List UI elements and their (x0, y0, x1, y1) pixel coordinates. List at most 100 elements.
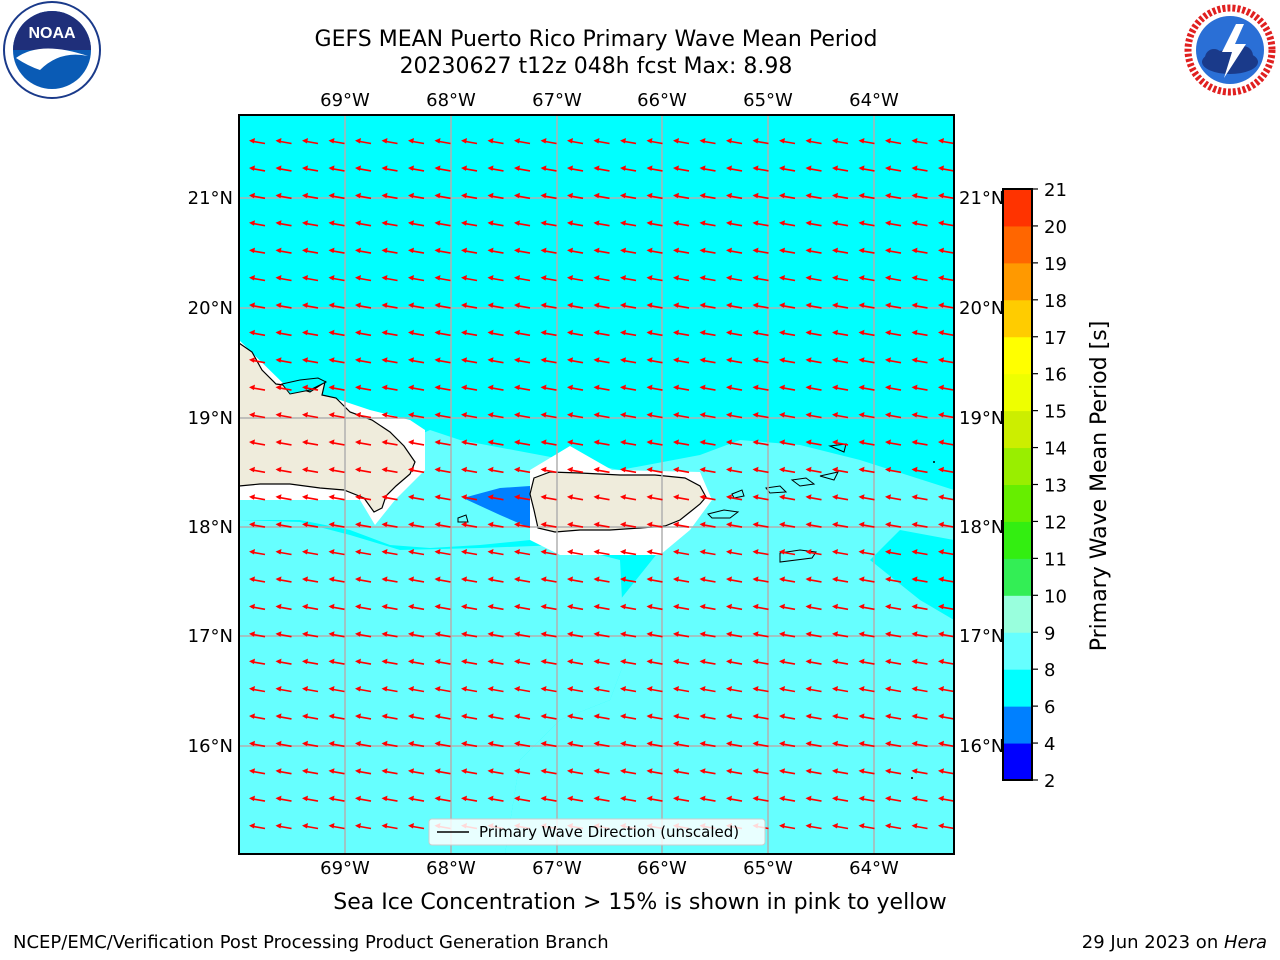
wave-arrow (832, 192, 849, 200)
wave-arrow (805, 466, 822, 474)
wave-arrow (858, 713, 875, 720)
wave-arrow (752, 466, 769, 474)
wave-arrow (408, 795, 425, 802)
wave-arrow (726, 165, 743, 172)
wave-arrow (593, 494, 610, 501)
wave-arrow (858, 686, 875, 693)
wave-arrow (832, 275, 849, 282)
wave-arrow (805, 412, 822, 419)
wave-arrow (646, 603, 663, 611)
wave-arrow (593, 603, 610, 611)
wave-arrow (434, 220, 451, 227)
wave-arrow (461, 494, 478, 501)
wave-arrow (487, 686, 504, 693)
wave-arrow (355, 412, 372, 419)
wave-arrow (699, 165, 716, 172)
wave-arrow (620, 521, 637, 528)
wave-arrow (779, 412, 796, 419)
wave-arrow (832, 357, 849, 364)
wave-arrow (832, 631, 849, 638)
wave-arrow (726, 549, 743, 556)
wave-arrow (938, 302, 954, 309)
st-croix-island (779, 549, 817, 563)
wave-arrow (805, 576, 822, 583)
wave-arrow (434, 412, 451, 419)
lat-ticks-right: 21°N 20°N 19°N 18°N 17°N 16°N (959, 188, 1004, 757)
wave-arrow (249, 466, 266, 474)
wave-arrow (328, 138, 345, 145)
wave-arrow (885, 521, 902, 528)
wave-arrow (408, 521, 425, 528)
wave-arrow (434, 357, 451, 364)
lon-ticks-top: 69°W 68°W 67°W 66°W 65°W 64°W (320, 90, 899, 111)
wave-arrow (858, 165, 875, 172)
wave-arrow (805, 768, 822, 775)
wave-arrow (328, 192, 345, 200)
wave-arrow (275, 603, 292, 611)
colorbar-segment (1003, 336, 1032, 375)
wave-arrow (752, 439, 769, 446)
wave-arrow (567, 384, 584, 391)
wave-arrow (328, 549, 345, 556)
wave-arrow (620, 357, 637, 364)
wave-arrow (752, 384, 769, 391)
lat-tick-label: 17°N (188, 626, 233, 647)
wave-arrow (938, 384, 954, 391)
wave-arrow (567, 576, 584, 583)
wave-arrow (832, 439, 849, 446)
wave-arrow (249, 329, 266, 337)
wave-arrow (805, 439, 822, 446)
wave-arrow (699, 686, 716, 693)
wave-arrow (487, 165, 504, 172)
wave-arrow (858, 631, 875, 638)
vieques-island (707, 509, 740, 519)
lat-tick-label: 21°N (959, 188, 1004, 209)
wave-arrow (938, 220, 954, 227)
wave-arrow (938, 713, 954, 720)
wave-arrow (434, 165, 451, 172)
map-plot: Primary Wave Direction (unscaled) (239, 115, 954, 854)
wave-arrow (487, 466, 504, 474)
wave-arrow (805, 549, 822, 556)
wave-arrow (885, 603, 902, 611)
wave-arrow (540, 384, 557, 391)
wave-arrow (461, 576, 478, 583)
wave-arrow (408, 192, 425, 200)
wave-arrow (911, 658, 928, 665)
wave-arrow (514, 521, 531, 528)
wave-arrow (434, 494, 451, 501)
wave-arrow (832, 329, 849, 337)
colorbar-tick-label: 16 (1044, 365, 1067, 386)
wave-arrow (885, 549, 902, 556)
wave-arrow (514, 165, 531, 172)
wave-arrow (275, 165, 292, 172)
lat-tick-label: 20°N (959, 298, 1004, 319)
wave-arrow (461, 795, 478, 802)
wave-arrow (646, 768, 663, 775)
wave-arrow (514, 329, 531, 337)
wave-arrow (593, 795, 610, 802)
wave-arrow (381, 631, 398, 638)
wave-arrow (514, 658, 531, 665)
wave-arrow (673, 768, 690, 775)
footer-date: 29 Jun 2023 on (1081, 932, 1224, 953)
wave-arrow (275, 192, 292, 200)
wave-arrow (646, 795, 663, 802)
wave-arrow (938, 192, 954, 200)
mona-island (457, 514, 469, 523)
wave-arrow (434, 521, 451, 528)
wave-arrow (514, 192, 531, 200)
wave-arrow (249, 631, 266, 638)
wave-arrow (302, 247, 319, 254)
lat-tick-label: 17°N (959, 626, 1004, 647)
wave-arrow (355, 494, 372, 501)
wave-arrow (646, 576, 663, 583)
colorbar-tick-label: 19 (1044, 254, 1067, 275)
wave-arrow (832, 603, 849, 611)
wave-arrow (646, 686, 663, 693)
wave-arrow (381, 686, 398, 693)
wave-arrow (726, 658, 743, 665)
wave-arrow (779, 549, 796, 556)
wave-arrow (911, 165, 928, 172)
colorbar-tick-label: 13 (1044, 476, 1067, 497)
